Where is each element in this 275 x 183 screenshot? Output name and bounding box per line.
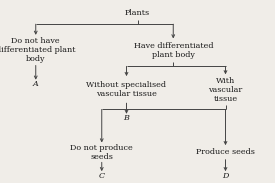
Text: With
vascular
tissue: With vascular tissue [208, 76, 243, 103]
Text: Produce seeds: Produce seeds [196, 148, 255, 156]
Text: Plants: Plants [125, 9, 150, 16]
Text: Do not have
differentiated plant
body: Do not have differentiated plant body [0, 37, 76, 64]
Text: Have differentiated
plant body: Have differentiated plant body [133, 42, 213, 59]
Text: D: D [222, 172, 229, 180]
Text: C: C [99, 172, 105, 180]
Text: Without specialised
vascular tissue: Without specialised vascular tissue [87, 81, 166, 98]
Text: B: B [123, 114, 130, 122]
Text: Do not produce
seeds: Do not produce seeds [70, 144, 133, 161]
Text: A: A [33, 80, 39, 88]
